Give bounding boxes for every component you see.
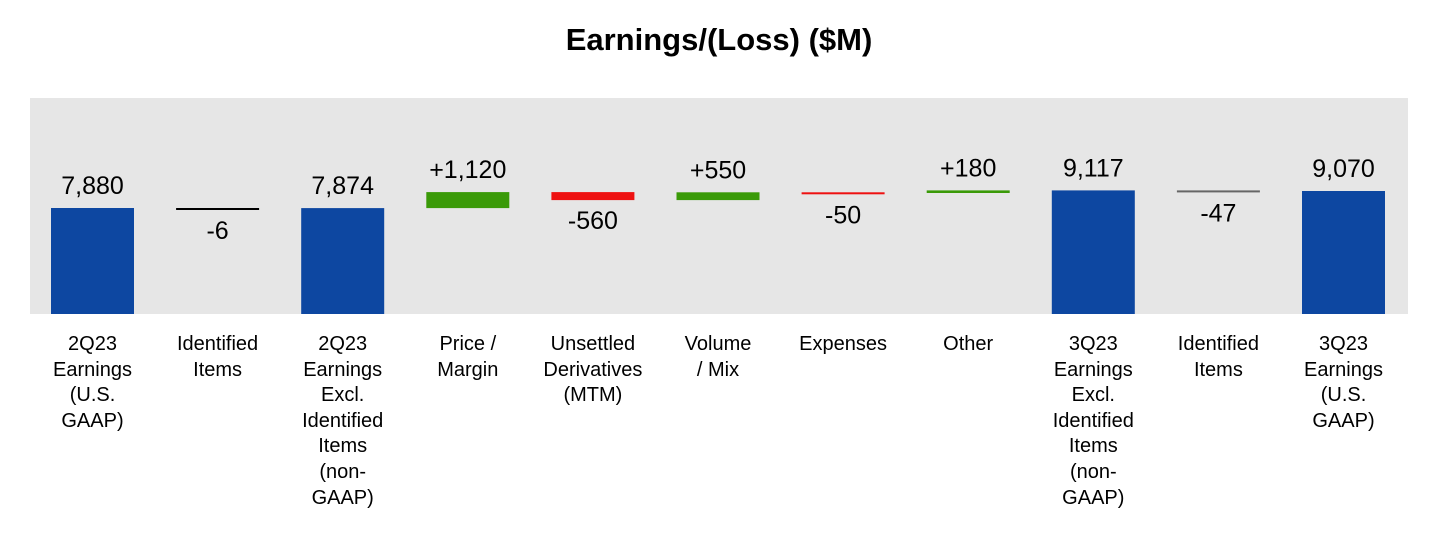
bars-layer bbox=[51, 190, 1385, 314]
chart-title: Earnings/(Loss) ($M) bbox=[565, 22, 873, 57]
bar-1 bbox=[176, 208, 260, 210]
value-label-1: -6 bbox=[206, 217, 228, 245]
plot-background bbox=[30, 98, 1408, 314]
bar-4 bbox=[551, 192, 635, 201]
category-label-5: Volume / Mix bbox=[684, 333, 752, 381]
value-labels-layer: 7,880 -6 7,874 +1,120 -560 +550 -50 +180 9,117 -4… bbox=[61, 154, 1375, 245]
bar-10 bbox=[1302, 191, 1385, 314]
category-label-3: Price / Margin bbox=[437, 333, 499, 381]
category-label-8: 3Q23 Earnings Excl. Identified Items (non- GAA… bbox=[1052, 333, 1134, 509]
category-label-1: Identified Items bbox=[177, 333, 259, 381]
bar-8 bbox=[1051, 190, 1135, 314]
value-label-0: 7,880 bbox=[61, 172, 124, 200]
bar-9 bbox=[1176, 190, 1260, 193]
value-label-7: +180 bbox=[940, 154, 996, 182]
bar-0 bbox=[51, 208, 134, 314]
category-label-10: 3Q23 Earnings (U.S. GAAP) bbox=[1304, 333, 1383, 432]
category-label-4: Unsettled Derivatives (MTM) bbox=[543, 333, 643, 407]
value-label-4: -560 bbox=[568, 207, 618, 235]
category-label-0: 2Q23 Earnings (U.S. GAAP) bbox=[53, 333, 132, 432]
value-label-3: +1,120 bbox=[429, 156, 506, 184]
category-label-9: Identified Items bbox=[1177, 333, 1259, 381]
bar-5 bbox=[676, 192, 760, 201]
value-label-6: -50 bbox=[825, 201, 861, 229]
category-label-2: 2Q23 Earnings Excl. Identified Items (non- GAA… bbox=[302, 333, 384, 509]
value-label-10: 9,070 bbox=[1312, 155, 1375, 183]
bar-7 bbox=[926, 190, 1010, 193]
category-label-7: Other bbox=[943, 333, 994, 355]
value-label-5: +550 bbox=[690, 156, 746, 184]
bar-3 bbox=[426, 192, 510, 209]
value-label-8: 9,117 bbox=[1063, 154, 1124, 182]
bar-6 bbox=[801, 192, 885, 195]
bar-2 bbox=[301, 208, 385, 314]
value-label-2: 7,874 bbox=[311, 172, 374, 200]
category-label-6: Expenses bbox=[799, 333, 888, 355]
value-label-9: -47 bbox=[1200, 199, 1236, 227]
